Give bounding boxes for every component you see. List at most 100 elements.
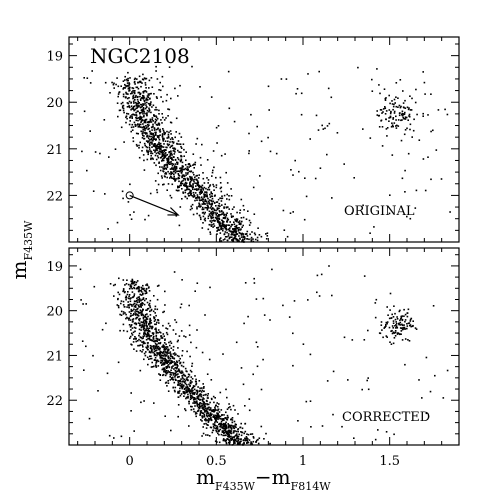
star-point xyxy=(147,346,149,348)
star-point xyxy=(146,134,149,137)
star-point xyxy=(203,194,206,197)
star-point xyxy=(169,153,172,156)
star-point xyxy=(143,331,145,334)
star-point xyxy=(164,415,166,417)
star-point xyxy=(212,210,214,213)
star-point xyxy=(180,155,183,158)
star-point xyxy=(171,164,174,167)
star-point xyxy=(165,381,168,384)
star-point xyxy=(140,112,142,114)
star-point xyxy=(109,283,112,285)
star-point xyxy=(153,162,156,164)
star-point xyxy=(177,95,179,97)
star-point xyxy=(233,427,236,430)
star-point xyxy=(148,290,151,292)
star-point xyxy=(215,214,217,216)
star-point xyxy=(151,326,154,328)
star-point xyxy=(208,199,211,201)
star-point xyxy=(211,195,214,198)
star-point xyxy=(188,402,190,405)
star-point xyxy=(228,208,230,210)
star-point xyxy=(182,384,185,387)
star-point xyxy=(135,86,138,89)
star-point xyxy=(369,232,371,234)
star-point xyxy=(127,201,130,203)
star-point xyxy=(120,302,122,305)
star-point xyxy=(435,149,438,151)
star-point xyxy=(218,202,221,205)
star-point xyxy=(181,350,184,352)
star-point xyxy=(133,102,135,104)
star-point xyxy=(130,310,133,312)
star-point xyxy=(227,427,230,429)
star-point xyxy=(163,335,165,337)
star-point xyxy=(220,433,223,436)
star-point xyxy=(81,340,84,342)
reddening-vector xyxy=(125,191,180,216)
star-point xyxy=(181,182,184,185)
star-point xyxy=(193,393,196,396)
star-point xyxy=(251,433,254,435)
star-point xyxy=(230,195,233,197)
star-point xyxy=(129,183,131,186)
star-point xyxy=(198,197,201,199)
star-point xyxy=(186,186,189,188)
star-point xyxy=(141,287,144,290)
star-point xyxy=(238,227,240,229)
star-point xyxy=(153,354,156,357)
star-point xyxy=(231,239,234,242)
star-point xyxy=(237,240,240,243)
star-point xyxy=(207,182,209,184)
star-point xyxy=(228,224,231,227)
star-point xyxy=(403,315,405,317)
star-point xyxy=(145,351,147,353)
star-point xyxy=(228,229,231,232)
star-point xyxy=(157,331,159,334)
star-point xyxy=(191,195,194,197)
star-point xyxy=(217,198,220,201)
star-point xyxy=(228,195,230,197)
star-point xyxy=(280,78,283,80)
star-point xyxy=(385,321,388,324)
star-point xyxy=(127,297,130,300)
star-point xyxy=(376,114,379,116)
star-point xyxy=(160,359,162,362)
star-point xyxy=(126,102,129,104)
star-point xyxy=(173,167,175,169)
star-point xyxy=(239,426,242,429)
star-point xyxy=(188,383,190,386)
star-point xyxy=(137,102,140,104)
star-point xyxy=(165,149,167,151)
star-point xyxy=(156,360,158,363)
star-point xyxy=(129,116,131,119)
star-point xyxy=(161,135,164,137)
star-point xyxy=(141,313,143,315)
star-point xyxy=(150,158,152,161)
star-point xyxy=(395,105,398,108)
star-point xyxy=(193,385,196,388)
star-point xyxy=(238,220,241,222)
star-point xyxy=(149,98,151,100)
star-point xyxy=(185,397,187,400)
star-point xyxy=(200,391,203,393)
star-point xyxy=(157,143,160,145)
star-point xyxy=(201,227,204,229)
star-point xyxy=(128,83,131,85)
star-point xyxy=(82,303,84,305)
star-point xyxy=(180,181,182,184)
star-point xyxy=(145,346,147,349)
star-point xyxy=(128,306,130,309)
star-point xyxy=(174,159,177,161)
star-point xyxy=(129,300,132,303)
star-point xyxy=(213,414,215,416)
star-point xyxy=(402,116,404,119)
star-point xyxy=(155,359,157,362)
star-point xyxy=(234,439,236,441)
star-point xyxy=(390,126,393,128)
star-point xyxy=(380,109,383,111)
star-point xyxy=(220,197,223,200)
star-point xyxy=(99,152,101,155)
star-point xyxy=(226,435,229,437)
star-point xyxy=(178,390,181,392)
star-point xyxy=(219,187,222,190)
